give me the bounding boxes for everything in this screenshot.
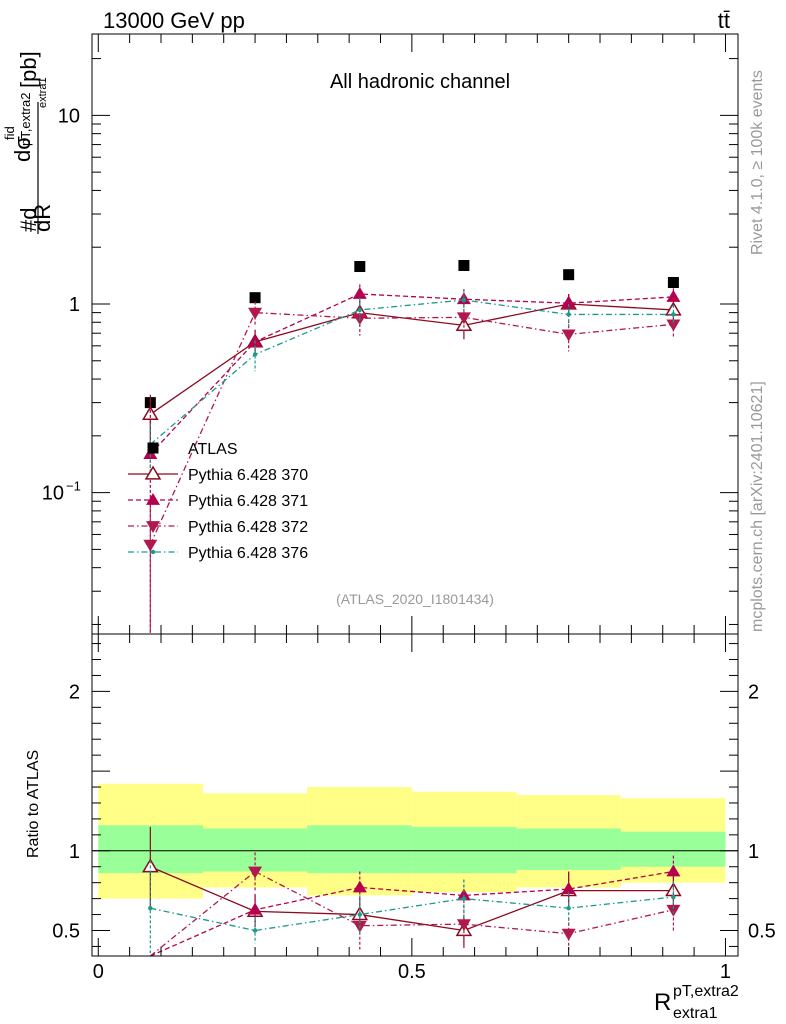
analysis-id: (ATLAS_2020_I1801434)	[336, 591, 494, 607]
ratio-point	[248, 866, 263, 879]
ratio-point	[561, 928, 576, 941]
ratio-series-3	[148, 860, 676, 956]
series-point	[461, 297, 467, 303]
data-point	[667, 276, 679, 288]
ratio-line	[150, 866, 674, 932]
svg-text:[pb]: [pb]	[16, 51, 41, 88]
band-inner	[307, 825, 412, 874]
ratio-point	[566, 905, 571, 911]
series-point	[671, 312, 676, 317]
series-line	[149, 293, 674, 455]
legend-label: Pythia 6.428 371	[188, 493, 308, 510]
svg-text:pT,extra2: pT,extra2	[673, 983, 739, 1000]
series-point	[561, 296, 576, 309]
y-tick-label-exponent: −1	[66, 479, 81, 494]
ratio-point	[671, 894, 676, 900]
ratio-y-tick-label: 2	[69, 681, 80, 703]
ratio-point	[148, 905, 153, 911]
ratio-point	[456, 888, 471, 901]
main-panel: ATLAS Pythia 6.428 370 Pythia 6.428 371 Pyt…	[2, 33, 739, 635]
series-line	[149, 303, 674, 415]
series-point	[456, 312, 471, 325]
ratio-y-tick-label: 1	[69, 841, 80, 863]
series-2	[143, 284, 681, 634]
series-point	[248, 307, 263, 320]
legend-label: ATLAS	[188, 441, 238, 458]
series-4	[148, 289, 676, 472]
series-point	[352, 286, 367, 299]
svg-text:#d: #d	[16, 208, 41, 232]
legend-marker	[147, 442, 159, 454]
legend-label: Pythia 6.428 372	[188, 519, 308, 536]
ratio-point	[561, 882, 576, 894]
x-tick-label: 0	[93, 961, 104, 983]
svg-text:dσ: dσ	[10, 136, 35, 162]
ratio-point	[252, 928, 258, 933]
data-point	[563, 269, 575, 281]
ratio-line	[150, 870, 674, 957]
main-frame	[91, 33, 739, 635]
legend-marker	[150, 549, 156, 555]
svg-text:fid: fid	[2, 126, 17, 140]
svg-text:extra1: extra1	[673, 1005, 718, 1022]
ratio-point	[357, 912, 363, 917]
series-point	[142, 405, 159, 420]
x-axis-label: R pT,extra2 extra1	[654, 983, 739, 1022]
legend-marker	[146, 493, 160, 505]
band-inner	[411, 826, 517, 874]
series-point	[143, 539, 158, 552]
ratio-y-label: Ratio to ATLAS	[25, 750, 42, 858]
x-tick-label: 0.5	[398, 961, 426, 983]
legend-label: Pythia 6.428 370	[188, 467, 308, 484]
ratio-line	[150, 896, 674, 932]
legend: ATLAS Pythia 6.428 370 Pythia 6.428 371 Pyt…	[128, 441, 308, 562]
mcplots-label: mcplots.cern.ch [arXiv:2401.10621]	[749, 381, 766, 632]
ratio-frame	[91, 633, 739, 957]
series-line	[149, 311, 674, 545]
ratio-point	[456, 919, 471, 932]
svg-text:pT,extra2: pT,extra2	[18, 93, 33, 146]
data-point	[458, 259, 470, 271]
series-point	[252, 352, 258, 357]
ratio-series-2	[149, 852, 681, 957]
legend-marker	[144, 465, 162, 480]
ratio-y-tick-label: 0.5	[52, 920, 80, 942]
x-tick-label: 1	[720, 961, 731, 983]
series-point	[561, 329, 576, 342]
svg-text:R: R	[654, 989, 671, 1016]
ratio-point	[352, 880, 367, 893]
ratio-line	[149, 870, 674, 957]
y-axis-label: #d dσ fid dR pT,extra2 extra1 [pb]	[2, 51, 55, 234]
y-tick-label: 10	[58, 105, 80, 127]
ratio-y-tick-label-right: 0.5	[748, 920, 776, 942]
data-point	[249, 292, 261, 304]
legend-label: Pythia 6.428 376	[188, 545, 308, 562]
ratio-point	[461, 896, 467, 901]
legend-marker	[146, 521, 160, 533]
svg-text:dR: dR	[30, 204, 55, 232]
ratio-point	[248, 902, 263, 915]
band-inner	[516, 828, 621, 870]
rivet-label: Rivet 4.1.0, ≥ 100k events	[749, 70, 766, 255]
series-point	[666, 289, 681, 302]
chart-title: All hadronic channel	[330, 71, 510, 93]
data-point	[354, 261, 366, 273]
ratio-y-tick-label-right: 2	[748, 681, 759, 703]
series-0	[144, 259, 679, 409]
y-tick-label: 10	[42, 483, 64, 505]
series-point	[357, 307, 363, 313]
series-point	[566, 312, 571, 317]
y-tick-label: 1	[69, 294, 80, 316]
ratio-y-tick-label-right: 1	[748, 841, 759, 863]
svg-text:extra1: extra1	[37, 77, 49, 108]
energy-label: 13000 GeV pp	[103, 8, 245, 33]
series-1	[142, 293, 682, 441]
ratio-point	[666, 904, 681, 917]
process-label: tt̄	[718, 8, 730, 33]
ratio-point	[666, 864, 681, 877]
ratio-panel: 2 2 1 1 0.5 0.5 0 0.5 1 Ratio to ATLAS R pT,extr…	[25, 633, 776, 1022]
